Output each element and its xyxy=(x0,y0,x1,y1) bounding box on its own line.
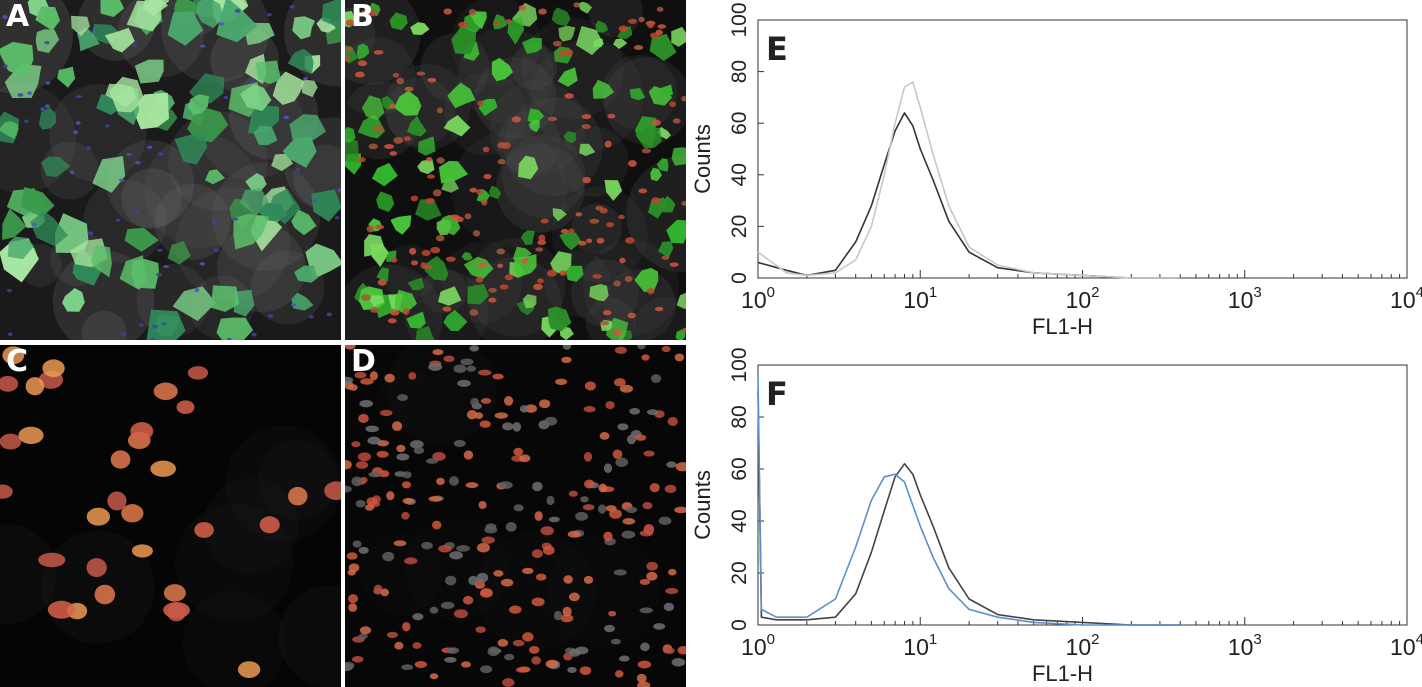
y-tick-label: 100 xyxy=(728,2,751,37)
x-tick-label: 100 xyxy=(741,284,775,313)
y-tick-label: 40 xyxy=(728,163,751,186)
x-tick-label: 101 xyxy=(903,631,937,660)
y-tick-label: 20 xyxy=(728,561,751,584)
y-tick-label: 40 xyxy=(728,509,751,532)
histogram-series-line xyxy=(757,390,1181,626)
x-tick-label: 103 xyxy=(1228,284,1262,313)
panel-label-d: D xyxy=(351,345,376,379)
y-tick-label: 80 xyxy=(728,405,751,428)
micrograph-panel-d: D xyxy=(345,345,686,687)
micrograph-d-image xyxy=(345,345,686,687)
histogram-f-svg: 0 20 40 60 80 100 100 101 102 103 104 FL1-H Counts F xyxy=(690,347,1422,686)
y-axis-label: Counts xyxy=(690,124,715,194)
x-axis-label: FL1-H xyxy=(1032,314,1093,339)
x-axis-label: FL1-H xyxy=(1032,661,1093,686)
y-axis-label: Counts xyxy=(690,470,715,540)
panel-label: E xyxy=(766,30,788,68)
micrograph-c-image xyxy=(0,345,341,687)
y-tick-label: 60 xyxy=(728,112,751,135)
y-tick-label: 0 xyxy=(728,272,751,284)
histogram-e-svg: 0 20 40 60 80 100 100 101 102 103 104 FL1-H Counts E xyxy=(690,2,1422,339)
micrograph-panel-a: A xyxy=(0,0,341,340)
y-tick-label: 20 xyxy=(728,215,751,238)
y-tick-label: 100 xyxy=(728,347,751,382)
plot-frame xyxy=(757,19,1408,279)
panel-label: F xyxy=(766,375,788,413)
x-tick-label: 100 xyxy=(741,631,775,660)
x-tick-label: 102 xyxy=(1066,631,1100,660)
micrograph-b-image xyxy=(345,0,686,340)
histogram-series-line xyxy=(757,81,1181,279)
x-tick-label: 104 xyxy=(1390,631,1422,660)
panel-label-b: B xyxy=(351,0,374,34)
y-tick-label: 80 xyxy=(728,60,751,83)
micrograph-a-image xyxy=(0,0,341,340)
plot-frame xyxy=(757,364,1408,626)
micrograph-panel-b: B xyxy=(345,0,686,340)
y-tick-label: 60 xyxy=(728,457,751,480)
histogram-series-line xyxy=(757,112,1181,279)
histogram-series-line xyxy=(757,377,1181,626)
micrograph-panel-c: C xyxy=(0,345,341,687)
panel-label-a: A xyxy=(6,0,30,34)
y-tick-label: 0 xyxy=(728,619,751,631)
x-tick-label: 102 xyxy=(1066,284,1100,313)
panel-label-c: C xyxy=(6,345,29,379)
x-tick-label: 103 xyxy=(1228,631,1262,660)
histogram-panel-f: 0 20 40 60 80 100 100 101 102 103 104 FL1-H Counts F xyxy=(690,345,1422,687)
x-tick-label: 101 xyxy=(903,284,937,313)
x-tick-label: 104 xyxy=(1390,284,1422,313)
histogram-panel-e: 0 20 40 60 80 100 100 101 102 103 104 FL1-H Counts E xyxy=(690,0,1422,340)
